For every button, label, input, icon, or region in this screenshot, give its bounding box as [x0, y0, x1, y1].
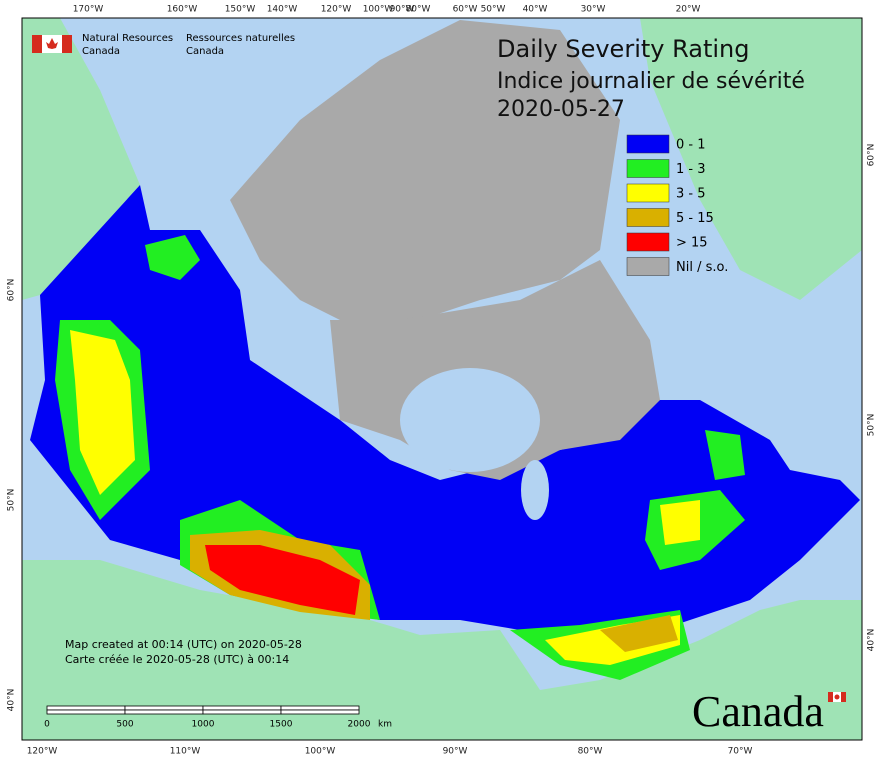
created-en: Map created at 00:14 (UTC) on 2020-05-28: [65, 638, 302, 651]
graticule-label: 120°W: [27, 747, 58, 757]
yellow-patch: [70, 330, 135, 495]
scale-bar: 0 500 1000 1500 2000 km: [44, 705, 392, 730]
graticule-label: 90°W: [390, 5, 415, 15]
frame: [21, 17, 863, 741]
graticule-label: 50°N: [867, 414, 877, 437]
hudson-bay: [400, 368, 540, 472]
scale-label: 1500: [270, 720, 293, 730]
legend-label: 1 - 3: [676, 162, 706, 177]
graticule-label: 60°N: [867, 144, 877, 167]
scale-segment: [46, 705, 126, 711]
graticule-label: 50°N: [7, 489, 17, 512]
flag-bar: [841, 692, 846, 702]
agency-fr: Canada: [186, 46, 224, 57]
legend-swatch: [626, 134, 670, 154]
maple-leaf: [834, 694, 840, 700]
map-date: 2020-05-27: [497, 97, 625, 122]
graticule-label: 80°W: [406, 5, 431, 15]
graticule-label: 70°W: [728, 747, 753, 757]
graticule-label: 30°W: [581, 5, 606, 15]
james-bay: [521, 460, 549, 520]
graticule-label: 150°W: [225, 5, 256, 15]
scale-label: 500: [116, 720, 133, 730]
agency-en: Canada: [82, 46, 120, 57]
graticule-label: 80°W: [578, 747, 603, 757]
graticule-label: 100°W: [305, 747, 336, 757]
graticule-label: 90°W: [443, 747, 468, 757]
scale-label: 0: [44, 720, 50, 730]
scale-segment: [280, 709, 360, 715]
scale-segment: [202, 705, 282, 711]
title-fr: Indice journalier de sévérité: [497, 69, 805, 94]
graticule-label: 20°W: [676, 5, 701, 15]
graticule-label: 60°W: [453, 5, 478, 15]
green-patch: [705, 430, 745, 480]
scale-segment: [202, 709, 282, 715]
scale-segment: [124, 709, 204, 715]
graticule-label: 170°W: [73, 5, 104, 15]
legend-label: 0 - 1: [676, 138, 706, 153]
wordmark-flag: [828, 692, 846, 702]
agency-en: Natural Resources: [82, 33, 173, 44]
legend-label: 5 - 15: [676, 211, 714, 226]
maple-leaf: [46, 38, 58, 49]
scale-segment: [46, 709, 126, 715]
graticule-label: 60°N: [7, 279, 17, 302]
legend-label: Nil / s.o.: [676, 260, 728, 275]
graticule-label: 160°W: [167, 5, 198, 15]
legend-swatch: [626, 208, 670, 227]
legend-swatch: [626, 257, 670, 276]
flag-bar: [828, 692, 833, 702]
scale-segment: [280, 705, 360, 711]
agency-logo: Natural Resources Canada Ressources natu…: [32, 33, 295, 57]
scale-unit: km: [378, 720, 392, 730]
alaska: [22, 18, 140, 300]
arctic-nil: [230, 20, 620, 320]
legend-swatch: [626, 159, 670, 178]
wordmark: Canada: [692, 687, 824, 736]
yellow-patch: [660, 500, 700, 545]
orange-patch: [600, 615, 678, 652]
red-patch: [205, 545, 360, 615]
graticule-label: 100°W: [363, 5, 394, 15]
legend: 0 - 1 1 - 3 3 - 5 5 - 15 > 15 Nil / s.o.: [626, 134, 728, 276]
scale-label: 1000: [192, 720, 215, 730]
legend-label: 3 - 5: [676, 187, 706, 202]
graticule: 170°W 160°W 150°W 140°W 120°W 100°W90°W80°W 60…: [7, 5, 877, 757]
legend-label: > 15: [676, 236, 708, 251]
flag-bar: [62, 35, 72, 53]
flag-bar: [32, 35, 42, 53]
created-fr: Carte créée le 2020-05-28 (UTC) à 00:14: [65, 653, 289, 666]
united-states: [22, 560, 862, 740]
graticule-label: 40°W: [523, 5, 548, 15]
title-en: Daily Severity Rating: [497, 35, 749, 63]
graticule-label: 40°N: [867, 629, 877, 652]
graticule-label: 120°W: [321, 5, 352, 15]
green-patch: [145, 235, 200, 280]
scale-label: 2000: [348, 720, 371, 730]
graticule-label: 50°W: [481, 5, 506, 15]
graticule-label: 110°W: [170, 747, 201, 757]
graticule-label: 40°N: [7, 689, 17, 712]
legend-swatch: [626, 183, 670, 203]
graticule-label: 140°W: [267, 5, 298, 15]
agency-fr: Ressources naturelles: [186, 33, 295, 44]
greenland: [640, 18, 862, 300]
scale-segment: [124, 705, 204, 711]
legend-swatch: [626, 232, 670, 252]
